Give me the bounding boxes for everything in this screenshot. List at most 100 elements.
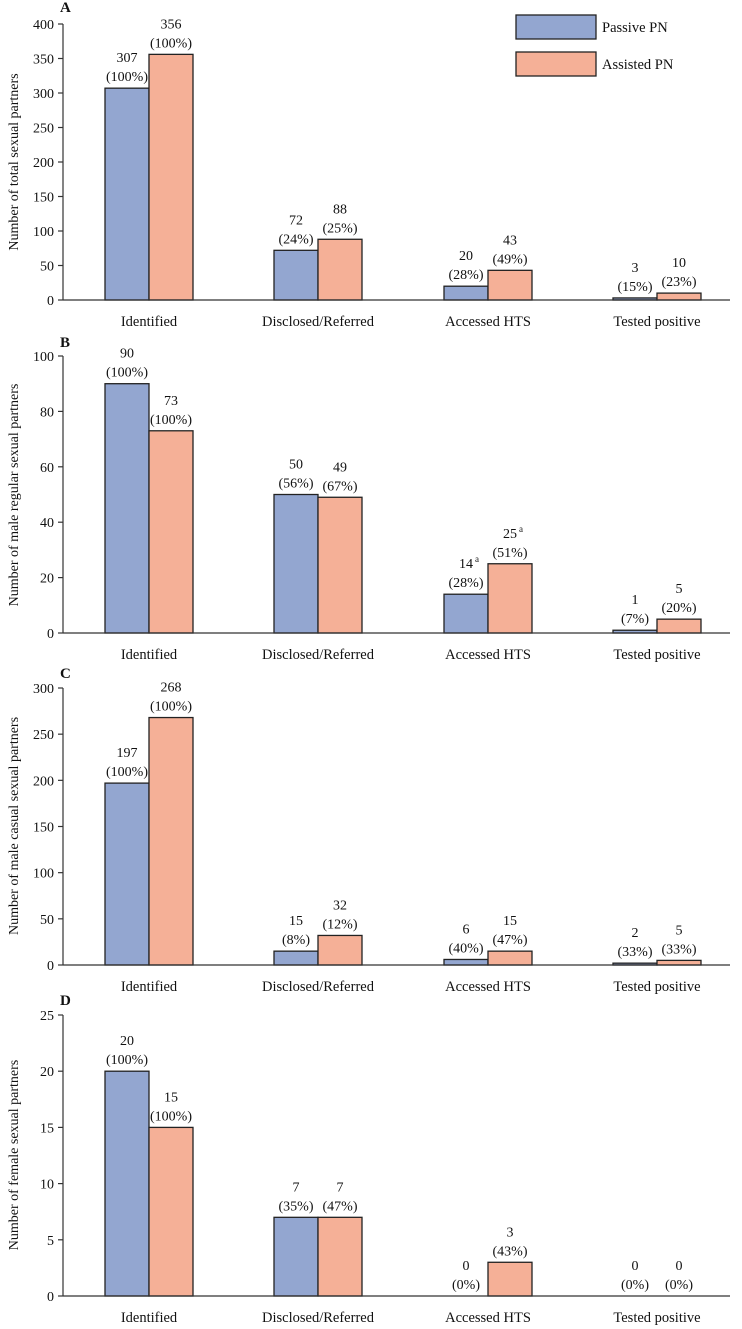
panel-letter: D (60, 993, 71, 1009)
data-label-percent: (67%) (323, 479, 358, 494)
data-label-value: 20 (459, 249, 473, 264)
x-category-label: Disclosed/Referred (262, 647, 375, 663)
x-category-label: Identified (121, 979, 178, 995)
bar-passive (104, 87, 150, 301)
bar-assisted (656, 292, 702, 301)
data-label-superscript: a (519, 524, 523, 534)
data-label-percent: (100%) (150, 700, 192, 715)
legend-swatch-passive (515, 14, 597, 40)
x-category-label: Disclosed/Referred (262, 314, 375, 330)
data-label-percent: (56%) (279, 477, 314, 492)
data-label-percent: (12%) (323, 917, 358, 932)
y-tick-label: 60 (40, 461, 54, 476)
data-label-percent: (35%) (279, 1199, 314, 1214)
y-tick-label: 50 (40, 913, 54, 928)
data-label-value: 5 (676, 923, 683, 938)
y-axis-title: Number of male regular sexual partners (7, 384, 22, 607)
bar-passive (443, 285, 489, 301)
bar-passive (104, 782, 150, 966)
data-label-percent: (33%) (662, 942, 697, 957)
data-label-percent: (40%) (449, 941, 484, 956)
y-tick-label: 100 (33, 867, 54, 882)
y-axis-title: Number of female sexual partners (7, 1060, 22, 1250)
data-label-superscript: a (475, 554, 479, 564)
x-category-label: Identified (121, 1310, 178, 1326)
panel-letter: B (60, 335, 70, 351)
y-tick-label: 15 (40, 1121, 54, 1136)
data-label-percent: (100%) (150, 36, 192, 51)
data-label-percent: (100%) (106, 70, 148, 85)
data-label-percent: (20%) (662, 601, 697, 616)
data-label-percent: (7%) (621, 612, 649, 627)
data-label-value: 49 (333, 460, 347, 475)
x-category-label: Accessed HTS (445, 647, 531, 663)
data-label-value: 268 (161, 681, 182, 696)
panel-a: A Number of total sexual partners 0 50 100 15… (7, 0, 730, 330)
data-label-percent: (51%) (493, 546, 528, 561)
data-label-value: 73 (164, 394, 178, 409)
y-tick-label: 300 (33, 682, 54, 697)
data-label-value: 197 (117, 746, 138, 761)
data-label-value: 72 (289, 213, 303, 228)
data-label-percent: (47%) (493, 933, 528, 948)
legend-swatch-assisted (515, 51, 597, 77)
panel-c: C Number of male casual sexual partners 0 5… (7, 666, 730, 995)
x-category-label: Tested positive (613, 647, 700, 663)
y-tick-label: 0 (47, 627, 54, 642)
data-label-value: 20 (120, 1034, 134, 1049)
data-label-value: 10 (672, 256, 686, 271)
y-tick-label: 0 (47, 959, 54, 974)
bar-assisted (487, 269, 533, 301)
y-tick-label: 100 (33, 225, 54, 240)
data-label-percent: (0%) (621, 1278, 649, 1293)
data-label-value: 7 (337, 1180, 344, 1195)
data-label-value: 7 (293, 1180, 300, 1195)
data-label-percent: (100%) (106, 1053, 148, 1068)
y-tick-label: 100 (33, 350, 54, 365)
data-label-value: 15 (289, 914, 303, 929)
data-label-value: 3 (632, 261, 639, 276)
data-label-value: 14 (459, 557, 473, 572)
data-label-value: 0 (463, 1259, 470, 1274)
y-axis-title: Number of total sexual partners (7, 73, 22, 250)
data-label-value: 307 (117, 51, 138, 66)
x-category-label: Identified (121, 647, 178, 663)
data-label-percent: (100%) (106, 366, 148, 381)
bar-passive (273, 249, 319, 301)
y-tick-label: 300 (33, 87, 54, 102)
x-category-label: Identified (121, 314, 178, 330)
data-label-value: 356 (161, 17, 182, 32)
bar-assisted (487, 1261, 533, 1297)
y-tick-label: 50 (40, 260, 54, 275)
data-label-value: 90 (120, 347, 134, 362)
bar-assisted (148, 716, 194, 966)
data-label-percent: (43%) (493, 1244, 528, 1259)
data-label-percent: (28%) (449, 268, 484, 283)
data-label-value: 15 (503, 914, 517, 929)
data-label-value: 6 (463, 922, 470, 937)
y-axis-title: Number of male casual sexual partners (7, 717, 22, 935)
y-tick-label: 200 (33, 774, 54, 789)
x-category-label: Accessed HTS (445, 979, 531, 995)
panel-letter: C (60, 666, 71, 682)
bar-passive (273, 950, 319, 966)
bar-assisted (317, 496, 363, 634)
data-label-percent: (15%) (618, 280, 653, 295)
y-tick-label: 10 (40, 1178, 54, 1193)
bar-assisted (317, 238, 363, 301)
y-tick-label: 25 (40, 1009, 54, 1024)
y-tick-label: 5 (47, 1234, 54, 1249)
panel-letter: A (60, 0, 71, 16)
bar-assisted (317, 1216, 363, 1297)
y-tick-label: 250 (33, 122, 54, 137)
x-category-label: Disclosed/Referred (262, 1310, 375, 1326)
panel-b: B Number of male regular sexual partners 0… (7, 335, 730, 663)
y-tick-label: 20 (40, 572, 54, 587)
data-label-percent: (100%) (150, 1109, 192, 1124)
data-label-value: 43 (503, 233, 517, 248)
data-label-percent: (100%) (106, 765, 148, 780)
data-label-value: 2 (632, 926, 639, 941)
data-label-percent: (28%) (449, 576, 484, 591)
